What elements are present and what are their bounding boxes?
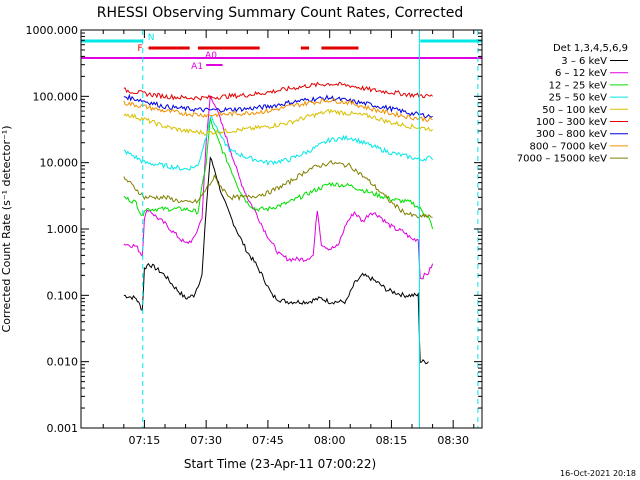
legend-label-100-300-kev: 100 – 300 keV: [536, 117, 607, 128]
axis-ticks: 0.001 0.010 0.100 1.000 10.000 100.000 1000.00…: [26, 24, 482, 447]
y-tick-label: 1000.000: [26, 24, 79, 37]
series-3-6-kev: [123, 156, 429, 365]
y-tick-label: 1.000: [47, 223, 79, 236]
y-tick-label: 0.001: [47, 422, 79, 435]
y-tick-label: 100.000: [33, 90, 79, 103]
chart-title: RHESSI Observing Summary Count Rates, Co…: [97, 5, 463, 21]
series-800-7000-kev: [123, 97, 433, 123]
timestamp: 16-Oct-2021 20:18: [560, 469, 636, 478]
legend-label-25-50-kev: 25 – 50 keV: [549, 93, 608, 104]
series-25-50-kev: [123, 115, 434, 171]
night-flag-label: N: [148, 33, 155, 43]
flare-flag-label: F: [138, 44, 143, 54]
series-group: [123, 81, 434, 365]
legend-label-50-100-kev: 50 – 100 keV: [542, 105, 607, 116]
series-50-100-kev: [123, 108, 433, 136]
attenuator-0-label: A0: [205, 51, 217, 61]
attenuator-1-label: A1: [191, 62, 203, 72]
legend-label-6-12-kev: 6 – 12 keV: [555, 68, 607, 79]
series-7000-15000-kev: [123, 159, 433, 219]
y-axis-label: Corrected Count Rate (s⁻¹ detector⁻¹): [0, 126, 13, 333]
x-tick-label: 07:45: [252, 434, 284, 447]
x-tick-label: 07:15: [129, 434, 161, 447]
legend-label-300-800-kev: 300 – 800 keV: [536, 129, 607, 140]
legend-label-3-6-kev: 3 – 6 keV: [561, 56, 607, 67]
time-markers: [142, 30, 479, 428]
legend-title: Det 1,3,4,5,6,9: [553, 43, 628, 54]
x-tick-label: 08:15: [376, 434, 408, 447]
series-12-25-kev: [123, 117, 434, 230]
legend-label-800-7000-kev: 800 – 7000 keV: [530, 141, 608, 152]
x-axis-label: Start Time (23-Apr-11 07:00:22): [184, 457, 376, 471]
series-6-12-kev: [123, 95, 434, 280]
x-tick-label: 08:30: [437, 434, 469, 447]
y-tick-label: 0.100: [47, 289, 79, 302]
legend-label-7000-15000-kev: 7000 – 15000 keV: [517, 154, 607, 165]
y-tick-label: 10.000: [40, 157, 79, 170]
x-tick-label: 07:30: [190, 434, 222, 447]
legend-label-12-25-kev: 12 – 25 keV: [549, 80, 608, 91]
series-100-300-kev: [123, 81, 433, 101]
plot-frame: [80, 29, 483, 429]
x-tick-label: 08:00: [314, 434, 346, 447]
y-tick-label: 0.010: [47, 356, 79, 369]
series-300-800-kev: [123, 93, 433, 119]
